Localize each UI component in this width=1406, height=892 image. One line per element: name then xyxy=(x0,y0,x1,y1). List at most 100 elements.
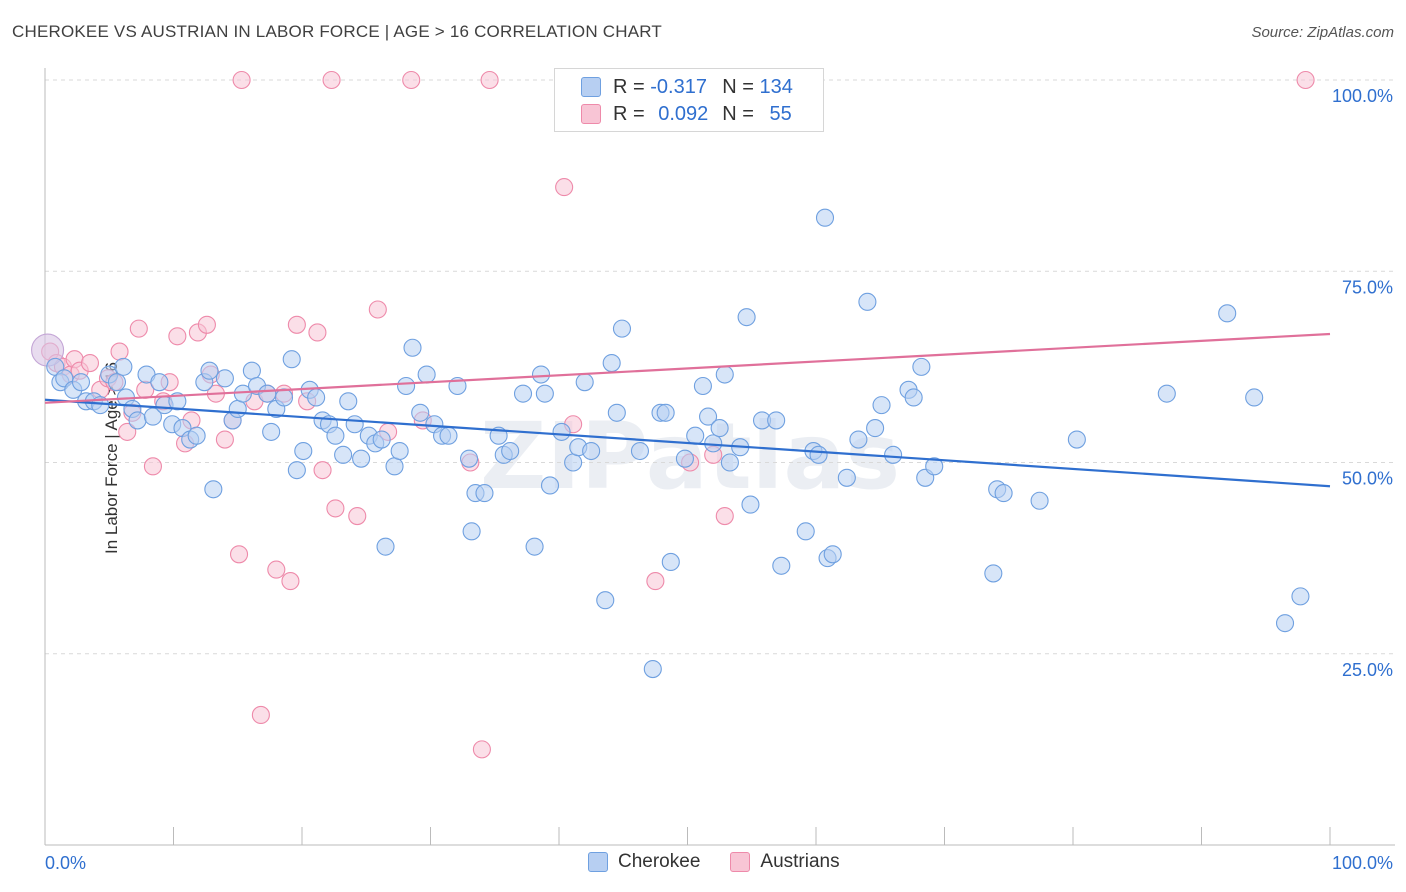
cherokee-point xyxy=(411,403,430,422)
cherokee-point xyxy=(1157,384,1176,403)
cherokee-point xyxy=(228,399,247,419)
cherokee-point xyxy=(612,319,632,338)
austrians-point xyxy=(118,422,137,441)
austrians-point xyxy=(472,740,491,759)
cherokee-point xyxy=(1291,587,1310,606)
austrians-trend-line xyxy=(44,332,1331,404)
chart-title: CHEROKEE VS AUSTRIAN IN LABOR FORCE | AG… xyxy=(12,22,662,41)
x-tick-label: 100.0% xyxy=(1332,853,1393,873)
austrians-point xyxy=(215,430,234,449)
austrians-points xyxy=(31,70,1315,759)
cherokee-point xyxy=(582,441,601,461)
cherokee-point xyxy=(849,430,868,449)
cherokee-point xyxy=(602,353,621,373)
cherokee-point xyxy=(262,422,281,441)
legend-item-austrians: Austrians xyxy=(730,851,840,873)
cherokee-point xyxy=(326,426,345,445)
cherokee-point xyxy=(809,445,828,464)
cherokee-point xyxy=(1030,491,1049,510)
cherokee-point xyxy=(630,441,650,461)
austrians-point xyxy=(80,353,100,373)
cherokee-point xyxy=(531,365,551,384)
cherokee-point xyxy=(925,457,944,476)
cherokee-point xyxy=(772,556,791,575)
n-value: 55 xyxy=(769,102,792,125)
cherokee-point xyxy=(462,522,481,541)
cherokee-point xyxy=(459,449,479,468)
y-tick-label: 100.0% xyxy=(1332,86,1393,106)
cherokee-point xyxy=(417,365,436,384)
cherokee-point xyxy=(274,388,294,407)
cherokee-point xyxy=(397,376,416,396)
cherokee-point xyxy=(439,426,458,445)
cherokee-point xyxy=(242,361,261,380)
cherokee-points xyxy=(46,208,1310,679)
austrians-point xyxy=(110,342,129,361)
stats-legend: R = -0.317 N = 134 R = 0.092 N = 55 xyxy=(554,68,824,132)
cherokee-point xyxy=(204,480,223,499)
austrians-point xyxy=(1296,70,1315,90)
cherokee-point xyxy=(912,357,931,376)
austrians-point xyxy=(715,506,734,526)
axes xyxy=(44,68,1395,846)
cherokee-trend-line xyxy=(44,398,1331,488)
source-label: Source: ZipAtlas.com xyxy=(1251,24,1394,41)
r-value: 0.092 xyxy=(658,102,709,125)
cherokee-point xyxy=(390,441,409,461)
series-legend: Cherokee Austrians xyxy=(588,851,870,873)
cherokee-point xyxy=(715,365,734,384)
y-tick-label: 50.0% xyxy=(1342,469,1393,489)
austrians-point xyxy=(232,70,251,90)
cherokee-point xyxy=(540,476,560,495)
cherokee-point xyxy=(352,449,371,468)
austrians-point xyxy=(348,506,367,526)
austrians-point xyxy=(251,705,270,725)
cherokee-swatch xyxy=(588,852,608,872)
n-value: 134 xyxy=(759,75,793,98)
cherokee-point xyxy=(513,384,533,403)
austrians-point xyxy=(287,315,306,334)
cherokee-point xyxy=(884,445,903,464)
cherokee-point xyxy=(872,396,891,415)
legend-label: Austrians xyxy=(760,851,840,872)
cherokee-point xyxy=(403,338,422,357)
cherokee-point xyxy=(1245,388,1264,407)
cherokee-point xyxy=(339,392,358,411)
cherokee-point xyxy=(334,445,353,464)
cherokee-swatch xyxy=(581,77,601,97)
cherokee-point xyxy=(575,373,594,392)
cherokee-point xyxy=(114,357,133,376)
cherokee-point xyxy=(796,522,815,541)
cherokee-point xyxy=(376,537,395,556)
cherokee-point xyxy=(661,552,680,572)
cherokee-point xyxy=(535,384,554,403)
austrians-swatch xyxy=(730,852,751,872)
y-tick-label: 75.0% xyxy=(1342,277,1393,297)
cherokee-point xyxy=(200,361,219,380)
cherokee-point xyxy=(994,484,1013,503)
cherokee-point xyxy=(282,350,301,369)
cherokee-point xyxy=(150,373,169,392)
legend-label: Cherokee xyxy=(618,851,701,872)
cherokee-point xyxy=(596,591,615,610)
austrians-point xyxy=(197,315,216,334)
austrians-point xyxy=(168,327,187,346)
cherokee-point xyxy=(720,453,739,472)
cherokee-point xyxy=(837,468,856,487)
cherokee-point xyxy=(287,461,306,480)
cherokee-point xyxy=(215,369,234,388)
cherokee-point xyxy=(607,403,626,422)
cherokee-point xyxy=(71,373,91,392)
austrians-point xyxy=(480,70,499,90)
cherokee-point xyxy=(1218,304,1237,323)
cherokee-point xyxy=(656,403,675,422)
austrians-point xyxy=(368,300,387,319)
r-label: R = xyxy=(613,75,645,98)
cherokee-point xyxy=(866,419,885,438)
cherokee-point xyxy=(128,411,147,430)
cherokee-point xyxy=(258,384,277,403)
x-tick-label: 0.0% xyxy=(45,853,86,873)
austrians-point xyxy=(555,178,574,197)
cherokee-point xyxy=(904,388,923,407)
